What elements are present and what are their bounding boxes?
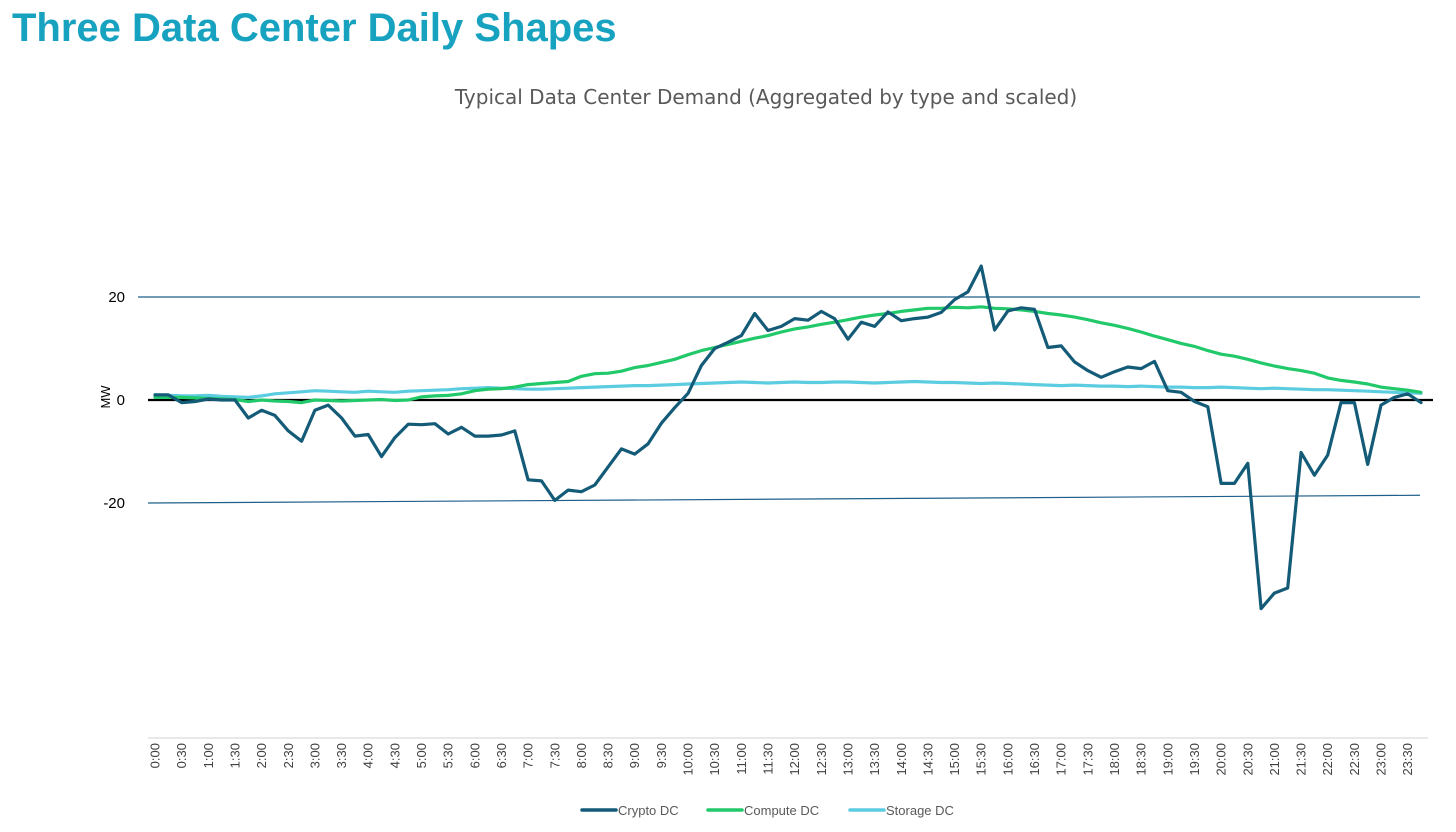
x-tick-label: 4:00 <box>361 743 376 768</box>
x-tick-label: 11:00 <box>734 743 749 775</box>
y-tick-label: -20 <box>103 495 125 512</box>
series-lines <box>153 264 1423 611</box>
x-tick-label: 21:30 <box>1294 743 1309 776</box>
x-tick-label: 14:00 <box>894 743 909 776</box>
x-tick-label: 19:00 <box>1160 743 1175 776</box>
y-axis-label: MW <box>98 385 113 409</box>
y-axis-ticks: 20 0 -20 <box>103 289 125 512</box>
x-tick-label: 3:00 <box>307 743 322 768</box>
legend-label: Storage DC <box>886 803 954 818</box>
x-tick-label: 2:00 <box>254 743 269 768</box>
x-tick-label: 12:30 <box>814 743 829 776</box>
x-tick-label: 9:00 <box>627 743 642 768</box>
x-tick-label: 2:30 <box>281 743 296 768</box>
x-tick-label: 10:30 <box>707 743 722 776</box>
x-tick-label: 13:00 <box>840 743 855 776</box>
x-tick-label: 20:30 <box>1240 743 1255 776</box>
x-tick-label: 13:30 <box>867 743 882 776</box>
x-tick-label: 15:00 <box>947 743 962 776</box>
legend-item-crypto-dc: Crypto DC <box>580 803 679 818</box>
legend-label: Compute DC <box>744 803 819 818</box>
series-line-compute-dc <box>153 305 1423 405</box>
x-tick-label: 18:00 <box>1107 743 1122 776</box>
x-tick-label: 11:30 <box>761 743 776 775</box>
x-tick-label: 17:00 <box>1054 743 1069 776</box>
x-tick-label: 6:00 <box>467 743 482 768</box>
x-tick-label: 7:00 <box>521 743 536 768</box>
x-tick-label: 22:00 <box>1320 743 1335 776</box>
x-tick-label: 23:00 <box>1374 743 1389 776</box>
x-tick-label: 7:30 <box>547 743 562 768</box>
legend-label: Crypto DC <box>618 803 679 818</box>
x-tick-label: 21:00 <box>1267 743 1282 776</box>
chart-title: Typical Data Center Demand (Aggregated b… <box>454 85 1077 109</box>
x-tick-label: 23:30 <box>1400 743 1415 776</box>
x-tick-label: 3:30 <box>334 743 349 768</box>
x-tick-label: 12:00 <box>787 743 802 776</box>
x-tick-label: 19:30 <box>1187 743 1202 776</box>
x-tick-label: 15:30 <box>974 743 989 776</box>
legend-item-compute-dc: Compute DC <box>706 803 819 818</box>
x-tick-label: 1:00 <box>201 743 216 768</box>
x-axis: 0:00 0:30 1:00 1:30 2:00 2:30 3:00 3:30 4:00 4:30… <box>148 737 1428 776</box>
x-tick-label: 8:30 <box>601 743 616 768</box>
x-tick-label: 14:30 <box>920 743 935 776</box>
x-tick-label: 9:30 <box>654 743 669 768</box>
x-tick-label: 1:30 <box>227 743 242 768</box>
x-tick-label: 0:00 <box>148 743 163 768</box>
x-tick-label: 6:30 <box>494 743 509 768</box>
x-tick-label: 17:30 <box>1080 743 1095 776</box>
x-tick-label: 5:30 <box>441 743 456 768</box>
x-tick-label: 4:30 <box>387 743 402 768</box>
x-tick-label: 0:30 <box>174 743 189 768</box>
x-tick-label: 18:30 <box>1134 743 1149 776</box>
reference-line-lower <box>147 494 1421 504</box>
y-tick-label: 0 <box>117 392 125 409</box>
x-tick-label: 8:00 <box>574 743 589 768</box>
x-tick-label: 16:00 <box>1000 743 1015 776</box>
series-line-storage-dc <box>153 379 1423 399</box>
page-title: Three Data Center Daily Shapes <box>12 6 617 50</box>
x-tick-label: 20:00 <box>1214 743 1229 776</box>
x-tick-label: 22:30 <box>1347 743 1362 776</box>
x-tick-label: 16:30 <box>1027 743 1042 776</box>
x-tick-label: 5:00 <box>414 743 429 768</box>
series-line-crypto-dc <box>153 264 1423 611</box>
legend: Crypto DC Compute DC Storage DC <box>580 803 954 818</box>
y-tick-label: 20 <box>108 289 125 306</box>
x-tick-label: 10:00 <box>681 743 696 776</box>
legend-item-storage-dc: Storage DC <box>848 803 954 818</box>
